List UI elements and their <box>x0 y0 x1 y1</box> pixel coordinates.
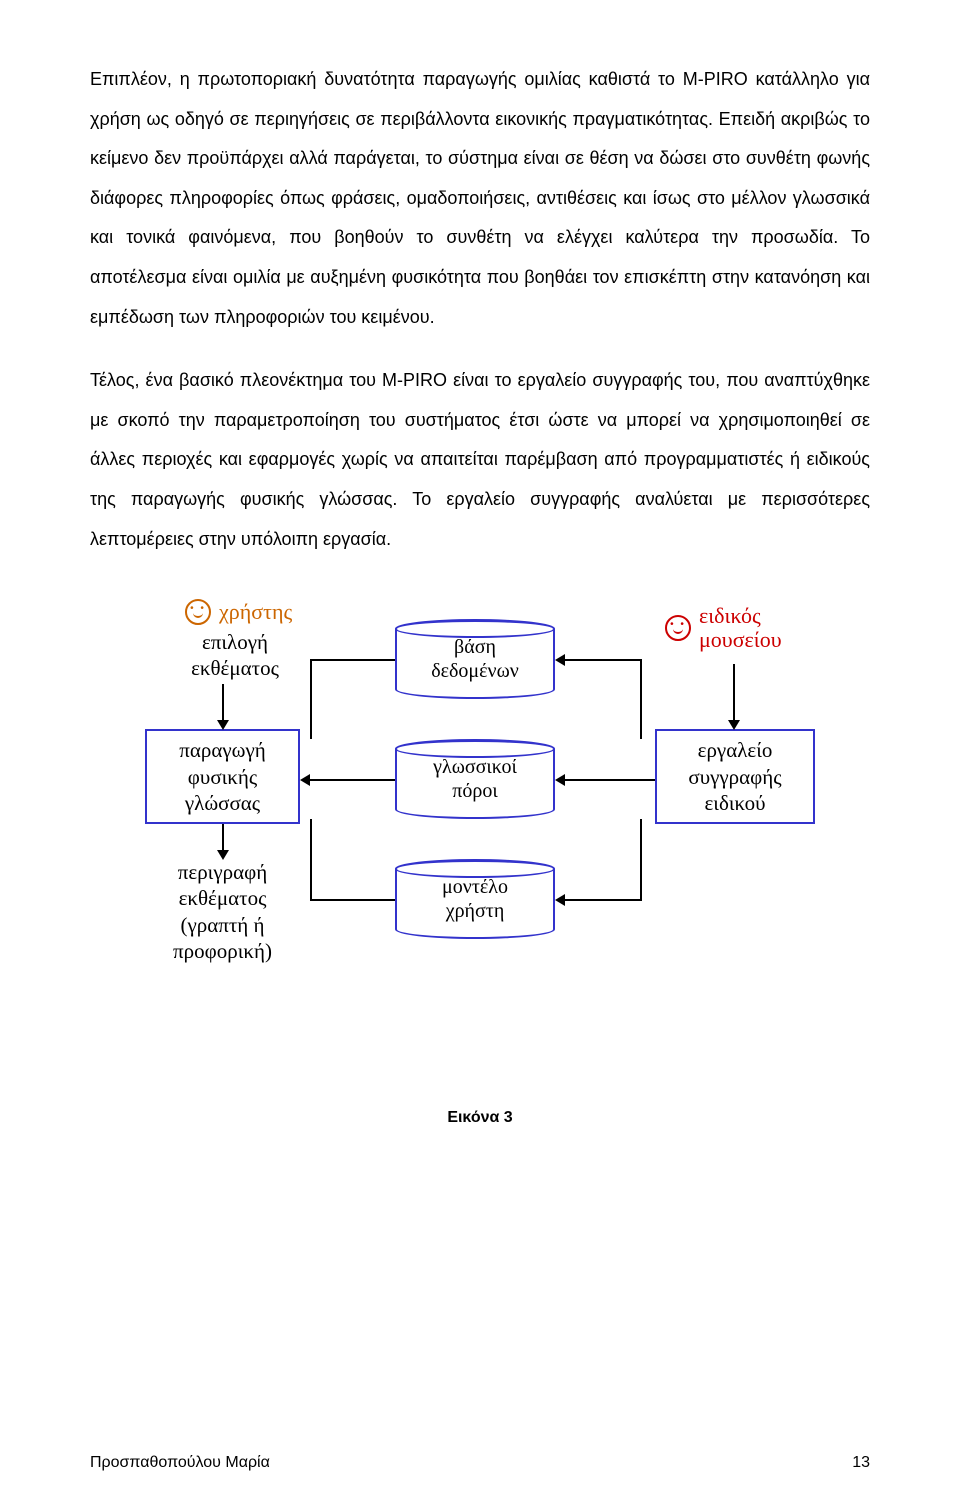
paragraph-1: Επιπλέον, η πρωτοποριακή δυνατότητα παρα… <box>90 60 870 337</box>
paragraph-2: Τέλος, ένα βασικό πλεονέκτημα του M-PIRO… <box>90 361 870 559</box>
arrow-auth-to-um <box>565 899 640 901</box>
arrow-nlg-to-desc-head <box>217 850 229 860</box>
arrow-um-to-nlg-v <box>310 819 312 899</box>
arrow-expert-to-authoring <box>733 664 735 722</box>
arrow-auth-to-res <box>565 779 655 781</box>
arrow-user-to-nlg-head <box>217 720 229 730</box>
arrow-auth-to-db-head <box>555 654 565 666</box>
user-actor: χρήστης <box>185 599 292 625</box>
footer-author: Προσπαθοπούλου Μαρία <box>90 1454 270 1472</box>
expert-label: ειδικόςμουσείου <box>699 604 782 652</box>
arrow-res-to-nlg-head <box>300 774 310 786</box>
arrow-user-to-nlg <box>222 684 224 722</box>
arrow-auth-to-db <box>565 659 640 661</box>
db-cylinder: βάσηδεδομένων <box>395 619 555 699</box>
expert-smiley-icon <box>665 615 691 641</box>
authoring-box: εργαλείοσυγγραφήςειδικού <box>655 729 815 824</box>
arrow-auth-to-res-head <box>555 774 565 786</box>
expert-actor: ειδικόςμουσείου <box>665 604 782 652</box>
selection-label: επιλογήεκθέματος <box>175 629 295 682</box>
figure-caption: Εικόνα 3 <box>90 1109 870 1127</box>
page-footer: Προσπαθοπούλου Μαρία 13 <box>90 1454 870 1472</box>
arrow-db-to-nlg-v <box>310 659 312 739</box>
arrow-auth-to-db-v <box>640 659 642 739</box>
arrow-res-to-nlg <box>310 779 395 781</box>
description-label: περιγραφήεκθέματος(γραπτή ήπροφορική) <box>155 859 290 964</box>
nlg-box: παραγωγήφυσικήςγλώσσας <box>145 729 300 824</box>
arrow-nlg-to-desc <box>222 824 224 852</box>
user-smiley-icon <box>185 599 211 625</box>
arrow-um-to-nlg <box>310 899 395 901</box>
arrow-auth-to-um-head <box>555 894 565 906</box>
user-label: χρήστης <box>219 599 292 625</box>
arrow-db-to-nlg <box>310 659 395 661</box>
system-diagram: χρήστης επιλογήεκθέματος ειδικόςμουσείου… <box>100 599 860 1049</box>
usermodel-cylinder: μοντέλοχρήστη <box>395 859 555 939</box>
arrow-auth-to-um-v <box>640 819 642 901</box>
footer-page: 13 <box>852 1454 870 1472</box>
resources-cylinder: γλωσσικοίπόροι <box>395 739 555 819</box>
arrow-expert-to-authoring-head <box>728 720 740 730</box>
